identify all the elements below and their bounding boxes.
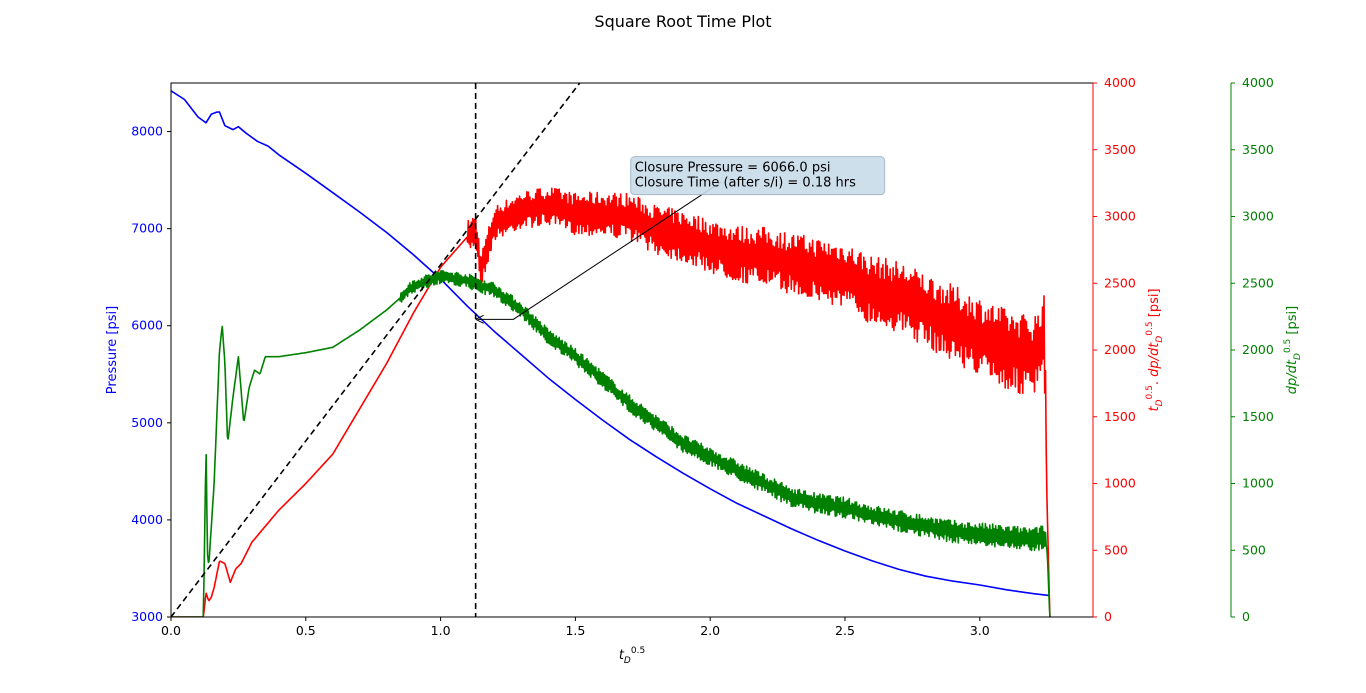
chart-title: Square Root Time Plot [594, 12, 771, 31]
right-tick-label: 2500 [1104, 275, 1136, 290]
right-tick-label: 4000 [1104, 75, 1136, 90]
left-tick-label: 4000 [131, 512, 163, 527]
right-tick-label: 2000 [1104, 342, 1136, 357]
series-group [171, 83, 1051, 617]
annotation-text-line: Closure Time (after s/i) = 0.18 hrs [635, 176, 856, 191]
outer-right-axis-label: dp/dtD0.5 [psi] [1283, 306, 1303, 394]
x-tick-label: 2.5 [835, 623, 855, 638]
outer-right-tick-label: 3500 [1242, 142, 1274, 157]
outer-right-tick-label: 500 [1242, 542, 1266, 557]
outer-right-tick-label: 1000 [1242, 476, 1274, 491]
x-tick-label: 2.0 [700, 623, 720, 638]
x-axis-label: tD0.5 [619, 646, 645, 666]
annotation-arrowhead [475, 314, 484, 324]
right-tick-label: 1000 [1104, 476, 1136, 491]
outer-right-tick-label: 3000 [1242, 209, 1274, 224]
outer-right-tick-label: 0 [1242, 609, 1250, 624]
left-tick-label: 6000 [131, 318, 163, 333]
outer-right-tick-label: 2000 [1242, 342, 1274, 357]
x-tick-label: 3.0 [970, 623, 990, 638]
annotation-box [630, 156, 886, 196]
series-line-1 [171, 187, 1051, 617]
series-line-2 [171, 269, 1051, 617]
plot-area [171, 83, 1051, 617]
annotation-arrow [477, 181, 722, 320]
left-tick-label: 3000 [131, 609, 163, 624]
annotation-text-line: Closure Pressure = 6066.0 psi [635, 161, 831, 176]
left-tick-label: 7000 [131, 221, 163, 236]
left-tick-label: 8000 [131, 124, 163, 139]
x-tick-label: 0.5 [296, 623, 316, 638]
outer-right-tick-label: 4000 [1242, 75, 1274, 90]
right-axis-label: tD0.5. dp/dtD0.5 [psi] [1145, 288, 1165, 411]
left-axis-label: Pressure [psi] [105, 306, 120, 394]
series-line-3 [171, 83, 581, 617]
x-tick-label: 1.5 [565, 623, 585, 638]
x-tick-label: 0.0 [161, 623, 181, 638]
outer-right-tick-label: 2500 [1242, 275, 1274, 290]
right-tick-label: 500 [1104, 542, 1128, 557]
x-tick-label: 1.0 [431, 623, 451, 638]
right-tick-label: 3500 [1104, 142, 1136, 157]
left-tick-label: 5000 [131, 415, 163, 430]
right-tick-label: 0 [1104, 609, 1112, 624]
right-tick-label: 1500 [1104, 409, 1136, 424]
outer-right-tick-label: 1500 [1242, 409, 1274, 424]
right-tick-label: 3000 [1104, 209, 1136, 224]
